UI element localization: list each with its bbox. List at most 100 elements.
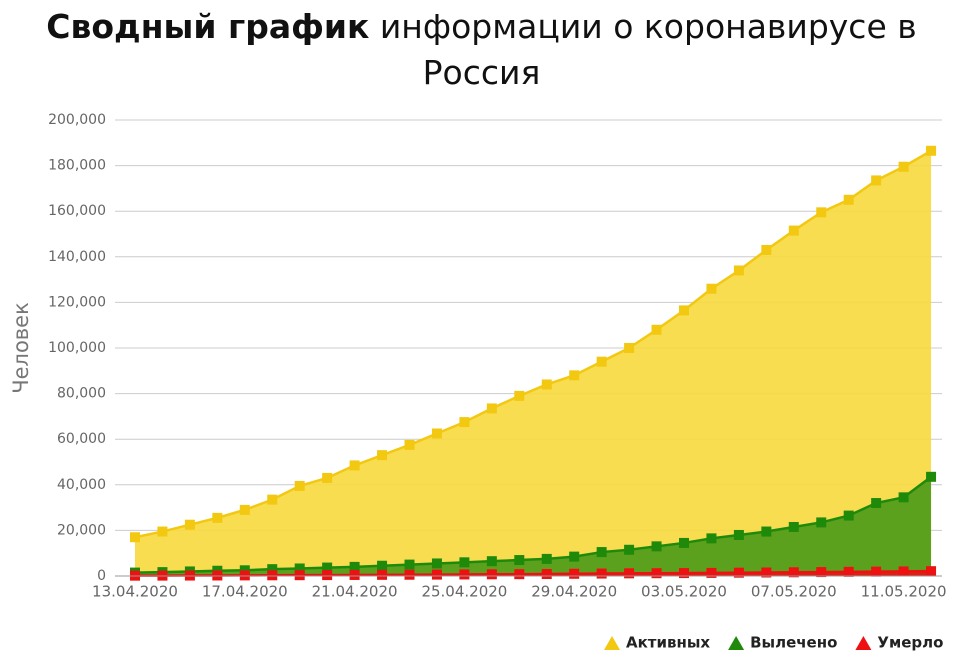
area-fill bbox=[135, 476, 932, 576]
point-marker bbox=[541, 379, 552, 390]
point-marker bbox=[569, 551, 580, 562]
title-rest: информации о коронавирусе в Россия bbox=[379, 7, 917, 92]
point-marker bbox=[541, 553, 552, 564]
y-tick-label: 80,000 bbox=[57, 386, 106, 402]
point-marker bbox=[459, 569, 470, 580]
area-fill bbox=[135, 150, 932, 576]
y-tick-label: 180,000 bbox=[48, 158, 106, 174]
point-marker bbox=[486, 403, 497, 414]
point-marker bbox=[239, 570, 250, 581]
point-marker bbox=[322, 562, 333, 573]
point-marker bbox=[569, 370, 580, 381]
point-marker bbox=[679, 568, 689, 579]
point-marker bbox=[761, 526, 772, 537]
point-marker bbox=[624, 568, 635, 579]
x-tick-label: 11.05.2020 bbox=[861, 583, 947, 601]
point-marker bbox=[843, 510, 854, 521]
point-marker bbox=[569, 568, 580, 579]
point-marker bbox=[871, 566, 882, 577]
x-tick-label: 25.04.2020 bbox=[421, 583, 507, 601]
point-marker bbox=[733, 265, 744, 276]
point-marker bbox=[377, 450, 388, 461]
point-marker bbox=[514, 390, 525, 401]
legend-marker bbox=[604, 636, 620, 650]
point-marker bbox=[843, 194, 854, 205]
point-marker bbox=[322, 570, 333, 581]
point-marker bbox=[816, 517, 827, 528]
point-marker bbox=[486, 569, 497, 580]
point-marker bbox=[733, 567, 744, 578]
point-marker bbox=[212, 512, 223, 523]
point-marker bbox=[377, 560, 388, 571]
point-marker bbox=[926, 145, 937, 156]
point-marker bbox=[596, 356, 607, 367]
chart-title: Сводный график информации о коронавирусе… bbox=[20, 4, 943, 96]
point-marker bbox=[816, 567, 827, 578]
y-axis-label: Человек bbox=[9, 302, 33, 394]
point-marker bbox=[431, 558, 442, 569]
point-marker bbox=[294, 570, 305, 581]
point-marker bbox=[679, 305, 689, 316]
point-marker bbox=[706, 567, 717, 578]
point-marker bbox=[212, 570, 223, 581]
point-marker bbox=[706, 283, 717, 294]
point-marker bbox=[486, 556, 497, 567]
point-marker bbox=[926, 471, 937, 482]
point-marker bbox=[157, 526, 168, 537]
point-marker bbox=[898, 566, 909, 577]
point-marker bbox=[733, 529, 744, 540]
point-marker bbox=[349, 569, 360, 580]
y-tick-label: 40,000 bbox=[57, 477, 106, 493]
point-marker bbox=[871, 175, 882, 186]
point-marker bbox=[267, 564, 278, 575]
point-marker bbox=[788, 225, 799, 236]
point-marker bbox=[898, 161, 909, 172]
legend-label: Активных bbox=[626, 634, 710, 652]
point-marker bbox=[541, 569, 552, 580]
point-marker bbox=[624, 343, 635, 353]
x-tick-label: 13.04.2020 bbox=[92, 583, 178, 601]
point-marker bbox=[706, 533, 717, 544]
x-tick-label: 29.04.2020 bbox=[531, 583, 617, 601]
point-marker bbox=[459, 557, 470, 568]
point-marker bbox=[322, 472, 333, 483]
point-marker bbox=[404, 569, 415, 580]
point-marker bbox=[816, 207, 827, 218]
point-marker bbox=[404, 439, 415, 450]
point-marker bbox=[267, 494, 278, 505]
point-marker bbox=[651, 568, 662, 579]
y-tick-label: 160,000 bbox=[48, 203, 106, 219]
point-marker bbox=[761, 567, 772, 578]
y-tick-label: 60,000 bbox=[57, 431, 106, 447]
point-marker bbox=[843, 566, 854, 577]
point-marker bbox=[404, 559, 415, 570]
point-marker bbox=[431, 428, 442, 439]
x-tick-label: 17.04.2020 bbox=[202, 583, 288, 601]
point-marker bbox=[184, 519, 195, 530]
point-marker bbox=[788, 521, 799, 532]
x-tick-label: 03.05.2020 bbox=[641, 583, 727, 601]
y-tick-label: 120,000 bbox=[48, 294, 106, 310]
point-marker bbox=[596, 547, 607, 558]
point-marker bbox=[514, 555, 525, 566]
point-marker bbox=[267, 570, 278, 581]
area-fill bbox=[135, 571, 932, 576]
x-tick-label: 07.05.2020 bbox=[751, 583, 837, 601]
point-marker bbox=[926, 566, 937, 577]
y-tick-label: 140,000 bbox=[48, 249, 106, 265]
legend-label: Вылечено bbox=[750, 634, 837, 652]
point-marker bbox=[294, 563, 305, 574]
point-marker bbox=[788, 567, 799, 578]
legend-marker bbox=[855, 636, 872, 650]
point-marker bbox=[239, 504, 250, 515]
point-marker bbox=[349, 561, 360, 572]
y-tick-label: 20,000 bbox=[57, 522, 106, 538]
point-marker bbox=[624, 544, 635, 555]
point-marker bbox=[130, 532, 140, 543]
y-tick-label: 100,000 bbox=[48, 340, 106, 356]
legend-label: Умерло bbox=[877, 634, 943, 652]
point-marker bbox=[377, 569, 388, 580]
y-tick-label: 200,000 bbox=[48, 112, 106, 128]
